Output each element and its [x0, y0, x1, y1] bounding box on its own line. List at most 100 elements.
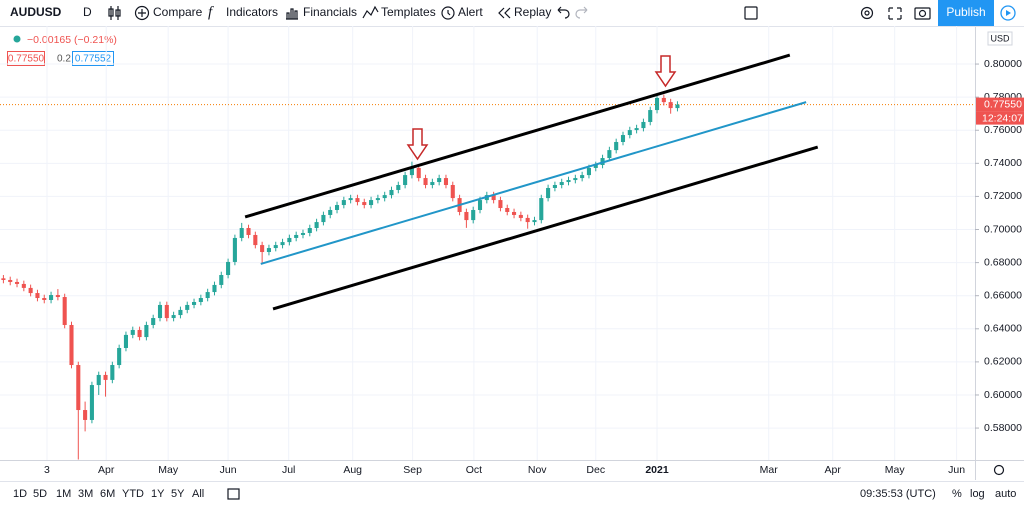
- percent-toggle[interactable]: %: [952, 488, 962, 500]
- x-tick-label: Apr: [98, 464, 115, 476]
- range-button[interactable]: 1Y: [151, 488, 165, 500]
- chart-style-icon[interactable]: [108, 6, 121, 20]
- y-tick-label: 0.68000: [984, 256, 1022, 268]
- play-triangle: [1006, 10, 1011, 16]
- range-button[interactable]: YTD: [122, 488, 144, 500]
- y-tick-label: 0.74000: [984, 157, 1022, 169]
- settings-icon[interactable]: [860, 6, 874, 20]
- range-button[interactable]: All: [192, 488, 204, 500]
- date-range-icon[interactable]: [227, 488, 240, 500]
- legend: −0.00165 (−0.21%) 0.77550 0.2 0.77552: [7, 34, 117, 66]
- candle-body: [8, 279, 13, 282]
- publish-button[interactable]: [938, 0, 994, 26]
- range-button[interactable]: 1M: [56, 488, 71, 500]
- templates-icon[interactable]: [362, 5, 379, 19]
- currency-box[interactable]: [987, 31, 1013, 46]
- candle-body: [505, 208, 510, 212]
- bid-box[interactable]: [7, 51, 45, 66]
- redo-icon[interactable]: [575, 6, 588, 19]
- templates-button[interactable]: Templates: [381, 5, 436, 19]
- candle-body: [348, 198, 353, 201]
- auto-toggle[interactable]: auto: [995, 488, 1016, 500]
- candle-body: [607, 150, 612, 159]
- currency[interactable]: USD: [990, 33, 1010, 43]
- candle-body: [226, 261, 231, 276]
- ask-box[interactable]: [72, 51, 114, 66]
- layout-icon[interactable]: [744, 6, 758, 20]
- indicators-button[interactable]: Indicators: [226, 5, 278, 19]
- replay-button[interactable]: Replay: [514, 5, 551, 19]
- candle-body: [157, 304, 163, 319]
- candle-body: [362, 202, 367, 206]
- log-toggle[interactable]: log: [970, 488, 985, 500]
- ask[interactable]: 0.77552: [75, 54, 112, 65]
- alert-icon[interactable]: [441, 6, 455, 20]
- candle-body: [593, 164, 598, 168]
- candle-body: [171, 315, 176, 319]
- x-tick-label: 2021: [645, 464, 669, 476]
- x-tick-label: Jun: [220, 464, 237, 476]
- candle-body: [212, 284, 217, 293]
- candle-body: [123, 334, 129, 348]
- range-button[interactable]: 5Y: [171, 488, 185, 500]
- x-tick-label: 3: [44, 464, 50, 476]
- snapshot-icon[interactable]: [914, 7, 931, 20]
- range-button[interactable]: 6M: [100, 488, 115, 500]
- range-button[interactable]: 5D: [33, 488, 47, 500]
- candle-body: [648, 110, 653, 122]
- candle-body: [287, 237, 292, 243]
- play-icon[interactable]: [1000, 5, 1016, 21]
- candle-body: [232, 237, 237, 262]
- candle-body: [103, 374, 108, 380]
- candle-body: [409, 167, 414, 176]
- candle-body: [614, 141, 619, 151]
- candle-body: [532, 220, 537, 223]
- clock: 09:35:53 (UTC): [860, 488, 936, 500]
- settings-center: [864, 10, 870, 16]
- financials-icon[interactable]: [286, 8, 298, 20]
- compare-icon[interactable]: [134, 5, 150, 21]
- candle-body: [634, 128, 639, 131]
- range-button[interactable]: 1D: [13, 488, 27, 500]
- publish-label[interactable]: Publish: [946, 5, 985, 19]
- plot-area: [0, 26, 975, 460]
- axis-settings-icon[interactable]: [993, 464, 1005, 476]
- undo-icon[interactable]: [557, 6, 570, 19]
- candle-body: [280, 242, 285, 246]
- candle-body: [192, 301, 197, 305]
- candle-body: [253, 234, 258, 246]
- candle-body: [96, 374, 101, 386]
- alert-hands: [447, 10, 451, 16]
- y-tick-label: 0.76000: [984, 124, 1022, 136]
- bid[interactable]: 0.77550: [8, 54, 45, 65]
- y-tick-label: 0.60000: [984, 389, 1022, 401]
- candle-body: [471, 209, 476, 221]
- candle-body: [83, 410, 88, 420]
- candle-body: [641, 121, 646, 129]
- candle-body: [437, 178, 442, 183]
- candle-body: [49, 295, 54, 301]
- x-tick-label: Jul: [282, 464, 295, 476]
- candle-body: [219, 275, 224, 285]
- candle-body: [246, 228, 251, 235]
- y-tick-label: 0.58000: [984, 422, 1022, 434]
- symbol[interactable]: AUDUSD: [10, 5, 62, 19]
- interval[interactable]: D: [83, 5, 92, 19]
- fullscreen-icon[interactable]: [888, 7, 902, 20]
- x-tick-label: Oct: [466, 464, 482, 476]
- price-label: 0.77550: [984, 98, 1022, 110]
- candle-body: [178, 309, 183, 316]
- compare-button[interactable]: Compare: [153, 5, 203, 19]
- trend-line: [244, 53, 791, 219]
- replay-icon[interactable]: [498, 7, 511, 19]
- financials-button[interactable]: Financials: [303, 5, 357, 19]
- candle-body: [654, 97, 660, 111]
- alert-button[interactable]: Alert: [458, 5, 483, 19]
- candle-body: [328, 209, 333, 215]
- x-tick-label: May: [158, 464, 179, 476]
- candle-body: [580, 175, 585, 179]
- range-button[interactable]: 3M: [78, 488, 93, 500]
- x-tick-label: Dec: [586, 464, 605, 476]
- indicators-icon[interactable]: f: [208, 4, 214, 20]
